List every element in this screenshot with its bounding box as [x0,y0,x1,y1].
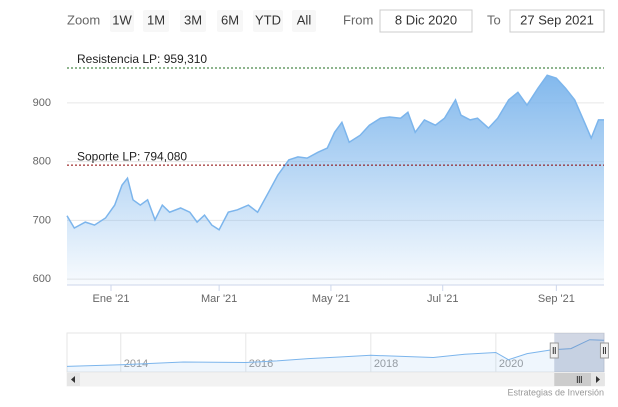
range-button-label[interactable]: YTD [255,12,281,27]
price-line [66,74,604,231]
range-button[interactable] [143,10,169,32]
range-button-label[interactable]: All [297,12,312,27]
x-tick-label: Mar '21 [201,293,237,305]
scrollbar-track [66,372,605,387]
plot-line-label: Soporte LP: 794,080 [77,149,187,163]
navigator-handle[interactable] [549,342,559,359]
area-fill [67,75,604,285]
navigator-tick-label: 2018 [374,358,398,370]
range-button[interactable] [180,10,206,32]
to-input[interactable] [509,9,605,33]
to-value[interactable]: 27 Sep 2021 [520,12,594,27]
y-tick-label: 700 [33,214,51,226]
navigator-frame [66,332,605,373]
x-tick-label: May '21 [312,293,350,305]
navigator-area [67,339,604,372]
x-tick-label: Jul '21 [427,293,458,305]
zoom-label: Zoom [67,12,100,27]
navigator-mask[interactable] [554,333,605,372]
from-input[interactable] [379,9,473,33]
range-button-label[interactable]: 1W [112,12,132,27]
navigator-tick-label: 2020 [499,358,523,370]
range-button[interactable] [292,10,316,32]
range-button-label[interactable]: 6M [221,12,239,27]
range-button[interactable] [253,10,283,32]
arrow-right [596,376,600,383]
from-label: From [343,12,373,27]
plot-line-label: Resistencia LP: 959,310 [77,52,207,66]
y-tick-label: 800 [33,156,51,168]
x-tick-label: Sep '21 [538,293,575,305]
range-button-label[interactable]: 3M [184,12,202,27]
x-tick-label: Ene '21 [93,293,130,305]
range-button-label[interactable]: 1M [147,12,165,27]
y-tick-label: 900 [33,97,51,109]
arrow-left [71,376,75,383]
range-button[interactable] [110,10,134,32]
to-label: To [487,12,501,27]
y-tick-label: 600 [33,273,51,285]
navigator-handle[interactable] [599,342,609,359]
range-button[interactable] [217,10,243,32]
credits: Estrategias de Inversión [507,387,604,397]
from-value[interactable]: 8 Dic 2020 [395,12,457,27]
